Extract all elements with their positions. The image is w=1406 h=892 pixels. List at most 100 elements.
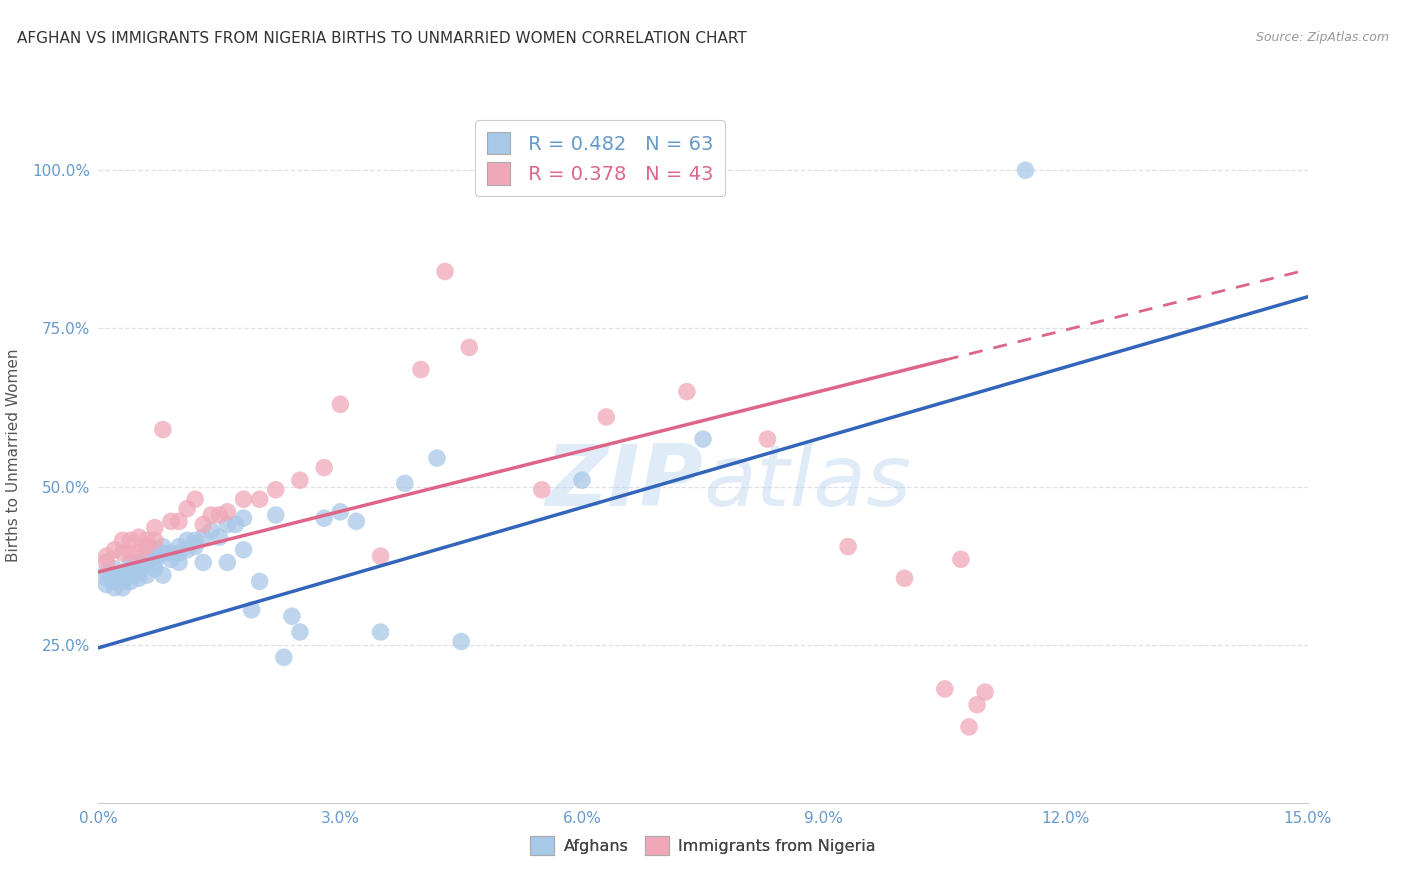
Point [208, 508, 231, 522]
Point [224, 517, 246, 532]
Point [128, 565, 150, 579]
Point [193, 556, 215, 570]
Point [837, 540, 859, 554]
Point [135, 533, 157, 548]
Point [167, 514, 190, 528]
Point [434, 264, 457, 278]
Y-axis label: Births to Unmarried Women: Births to Unmarried Women [6, 348, 21, 562]
Point [143, 533, 166, 548]
Point [96, 549, 118, 563]
Point [232, 511, 254, 525]
Point [949, 552, 972, 566]
Point [208, 530, 231, 544]
Point [200, 508, 222, 522]
Point [193, 517, 215, 532]
Point [249, 574, 271, 589]
Point [571, 473, 593, 487]
Point [370, 625, 392, 640]
Point [143, 549, 166, 563]
Point [96, 556, 118, 570]
Point [288, 473, 311, 487]
Point [167, 556, 190, 570]
Point [143, 542, 166, 557]
Text: AFGHAN VS IMMIGRANTS FROM NIGERIA BIRTHS TO UNMARRIED WOMEN CORRELATION CHART: AFGHAN VS IMMIGRANTS FROM NIGERIA BIRTHS… [17, 31, 747, 46]
Point [120, 556, 142, 570]
Point [120, 568, 142, 582]
Text: Source: ZipAtlas.com: Source: ZipAtlas.com [1256, 31, 1389, 45]
Point [135, 546, 157, 560]
Point [176, 501, 198, 516]
Point [1014, 163, 1036, 178]
Point [128, 546, 150, 560]
Point [160, 514, 183, 528]
Point [344, 514, 367, 528]
Point [966, 698, 988, 712]
Point [143, 556, 166, 570]
Point [756, 432, 779, 446]
Point [934, 681, 956, 696]
Point [232, 492, 254, 507]
Point [530, 483, 553, 497]
Point [128, 558, 150, 573]
Point [240, 603, 263, 617]
Point [676, 384, 699, 399]
Point [120, 574, 142, 589]
Point [273, 650, 295, 665]
Point [184, 492, 207, 507]
Point [409, 362, 432, 376]
Point [152, 540, 174, 554]
Point [167, 540, 190, 554]
Point [176, 533, 198, 548]
Point [103, 574, 125, 589]
Text: ZIP: ZIP [546, 442, 703, 524]
Point [160, 552, 183, 566]
Point [288, 625, 311, 640]
Point [329, 397, 352, 411]
Point [111, 574, 134, 589]
Point [135, 556, 157, 570]
Point [96, 565, 118, 579]
Point [103, 568, 125, 582]
Point [314, 511, 336, 525]
Point [143, 562, 166, 576]
Point [370, 549, 392, 563]
Point [120, 562, 142, 576]
Point [249, 492, 271, 507]
Point [184, 540, 207, 554]
Point [458, 340, 481, 354]
Point [595, 409, 617, 424]
Point [152, 423, 174, 437]
Point [264, 508, 287, 522]
Point [128, 530, 150, 544]
Point [232, 542, 254, 557]
Point [143, 521, 166, 535]
Point [176, 542, 198, 557]
Point [160, 546, 183, 560]
Point [135, 540, 157, 554]
Point [692, 432, 714, 446]
Point [329, 505, 352, 519]
Point [96, 577, 118, 591]
Point [111, 533, 134, 548]
Point [281, 609, 304, 624]
Point [957, 720, 980, 734]
Point [111, 571, 134, 585]
Point [96, 571, 118, 585]
Point [193, 530, 215, 544]
Point [128, 558, 150, 573]
Point [120, 533, 142, 548]
Point [111, 581, 134, 595]
Point [103, 581, 125, 595]
Point [426, 451, 449, 466]
Point [974, 685, 997, 699]
Point [314, 460, 336, 475]
Point [893, 571, 915, 585]
Point [394, 476, 416, 491]
Point [450, 634, 472, 648]
Point [217, 556, 239, 570]
Point [217, 505, 239, 519]
Point [103, 542, 125, 557]
Point [120, 546, 142, 560]
Point [152, 546, 174, 560]
Point [167, 546, 190, 560]
